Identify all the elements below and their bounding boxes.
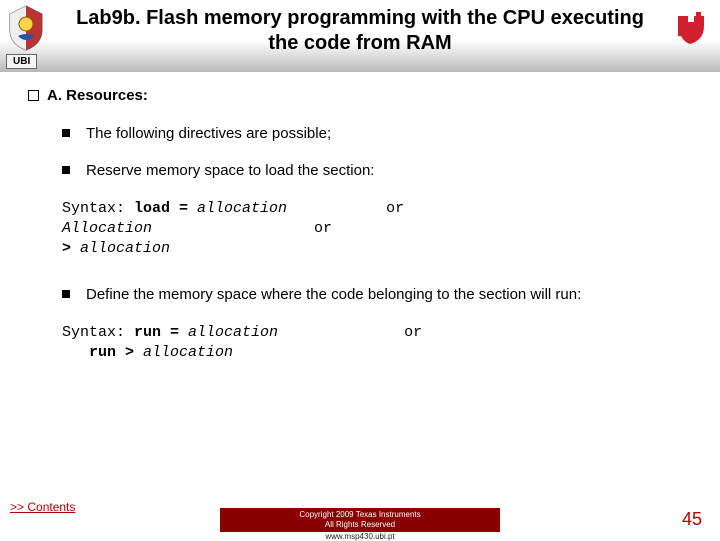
ubi-label: UBI bbox=[6, 54, 37, 69]
section-heading: A. Resources: bbox=[47, 87, 148, 104]
bullet-item: The following directives are possible; bbox=[62, 124, 700, 144]
slide-title: Lab9b. Flash memory programming with the… bbox=[60, 6, 660, 56]
filled-square-bullet-icon bbox=[62, 166, 70, 174]
syntax-block-2: Syntax: run = allocation or run > alloca… bbox=[62, 323, 700, 364]
page-number: 45 bbox=[682, 509, 702, 530]
ti-logo-icon bbox=[674, 10, 712, 48]
contents-link-text: Contents bbox=[27, 500, 75, 514]
contents-link[interactable]: >> Contents bbox=[10, 500, 75, 514]
filled-square-bullet-icon bbox=[62, 290, 70, 298]
bullet-text: Define the memory space where the code b… bbox=[86, 286, 581, 303]
bullet-item: Define the memory space where the code b… bbox=[62, 285, 700, 305]
copyright-bar: Copyright 2009 Texas Instruments All Rig… bbox=[220, 508, 500, 532]
slide-footer: >> Contents Copyright 2009 Texas Instrum… bbox=[0, 502, 720, 540]
section-heading-row: A. Resources: bbox=[28, 86, 700, 106]
copyright-line1: Copyright 2009 Texas Instruments bbox=[224, 510, 496, 520]
slide-content: A. Resources: The following directives a… bbox=[28, 86, 700, 363]
copyright-line2: All Rights Reserved bbox=[224, 520, 496, 530]
double-arrow-icon: >> bbox=[10, 500, 27, 514]
bullet-item: Reserve memory space to load the section… bbox=[62, 161, 700, 181]
bullet-text: Reserve memory space to load the section… bbox=[86, 162, 374, 179]
hollow-square-bullet-icon bbox=[28, 90, 39, 101]
bullet-text: The following directives are possible; bbox=[86, 125, 331, 142]
ubi-crest-logo bbox=[6, 4, 46, 52]
filled-square-bullet-icon bbox=[62, 129, 70, 137]
syntax-block-1: Syntax: load = allocation or Allocation … bbox=[62, 199, 700, 260]
slide-header: UBI Lab9b. Flash memory programming with… bbox=[0, 0, 720, 72]
